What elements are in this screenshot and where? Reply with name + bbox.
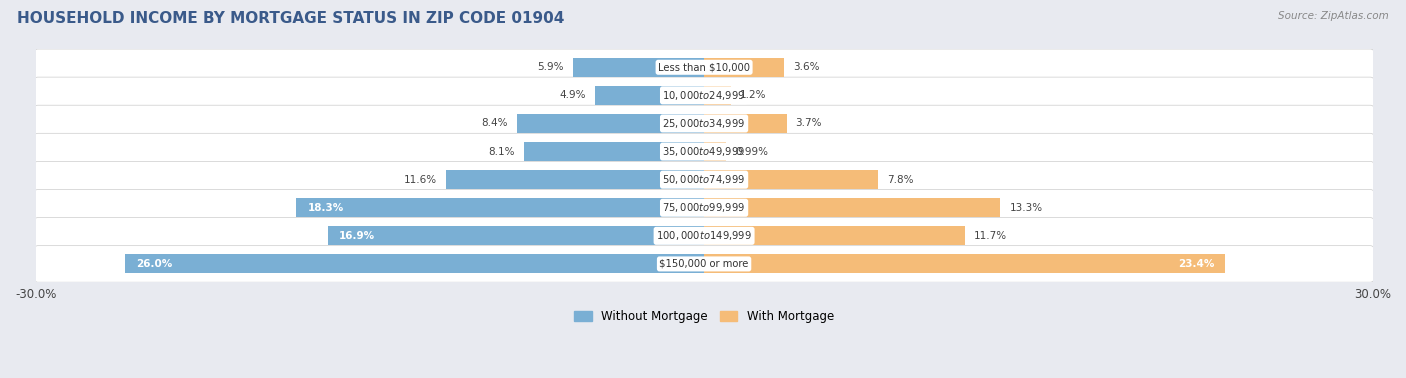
Text: 11.7%: 11.7%	[974, 231, 1007, 241]
Bar	[125, 254, 704, 273]
FancyBboxPatch shape	[34, 246, 1374, 282]
Text: 11.6%: 11.6%	[404, 175, 437, 184]
Text: Source: ZipAtlas.com: Source: ZipAtlas.com	[1278, 11, 1389, 21]
Text: 13.3%: 13.3%	[1010, 203, 1042, 213]
Text: Less than $10,000: Less than $10,000	[658, 62, 749, 72]
Bar	[595, 86, 704, 105]
FancyBboxPatch shape	[34, 218, 1374, 254]
Bar	[704, 226, 965, 245]
Bar	[572, 58, 704, 77]
Legend: Without Mortgage, With Mortgage: Without Mortgage, With Mortgage	[569, 305, 839, 328]
Text: 16.9%: 16.9%	[339, 231, 375, 241]
Bar	[328, 226, 704, 245]
Bar	[704, 142, 725, 161]
FancyBboxPatch shape	[34, 105, 1374, 142]
Text: $75,000 to $99,999: $75,000 to $99,999	[662, 201, 745, 214]
FancyBboxPatch shape	[34, 161, 1374, 198]
Bar	[704, 114, 786, 133]
Text: 4.9%: 4.9%	[560, 90, 586, 101]
Text: $35,000 to $49,999: $35,000 to $49,999	[662, 145, 745, 158]
Text: 3.6%: 3.6%	[793, 62, 820, 72]
Text: 18.3%: 18.3%	[308, 203, 343, 213]
Text: $10,000 to $24,999: $10,000 to $24,999	[662, 89, 745, 102]
Bar	[704, 254, 1226, 273]
Text: 1.2%: 1.2%	[740, 90, 766, 101]
FancyBboxPatch shape	[34, 189, 1374, 226]
Text: 8.4%: 8.4%	[481, 118, 508, 129]
Text: 23.4%: 23.4%	[1178, 259, 1215, 269]
Text: HOUSEHOLD INCOME BY MORTGAGE STATUS IN ZIP CODE 01904: HOUSEHOLD INCOME BY MORTGAGE STATUS IN Z…	[17, 11, 564, 26]
Text: 8.1%: 8.1%	[488, 147, 515, 156]
FancyBboxPatch shape	[34, 49, 1374, 85]
Text: 0.99%: 0.99%	[735, 147, 768, 156]
Text: 26.0%: 26.0%	[136, 259, 172, 269]
Text: $150,000 or more: $150,000 or more	[659, 259, 749, 269]
Bar	[704, 58, 785, 77]
FancyBboxPatch shape	[34, 133, 1374, 170]
Bar	[704, 86, 731, 105]
Text: 7.8%: 7.8%	[887, 175, 914, 184]
Bar	[446, 170, 704, 189]
Text: 3.7%: 3.7%	[796, 118, 823, 129]
Bar	[704, 170, 877, 189]
Bar	[517, 114, 704, 133]
FancyBboxPatch shape	[34, 77, 1374, 114]
Text: $50,000 to $74,999: $50,000 to $74,999	[662, 173, 745, 186]
Bar	[704, 198, 1001, 217]
Text: 5.9%: 5.9%	[537, 62, 564, 72]
Bar	[297, 198, 704, 217]
Bar	[523, 142, 704, 161]
Text: $25,000 to $34,999: $25,000 to $34,999	[662, 117, 745, 130]
Text: $100,000 to $149,999: $100,000 to $149,999	[657, 229, 752, 242]
